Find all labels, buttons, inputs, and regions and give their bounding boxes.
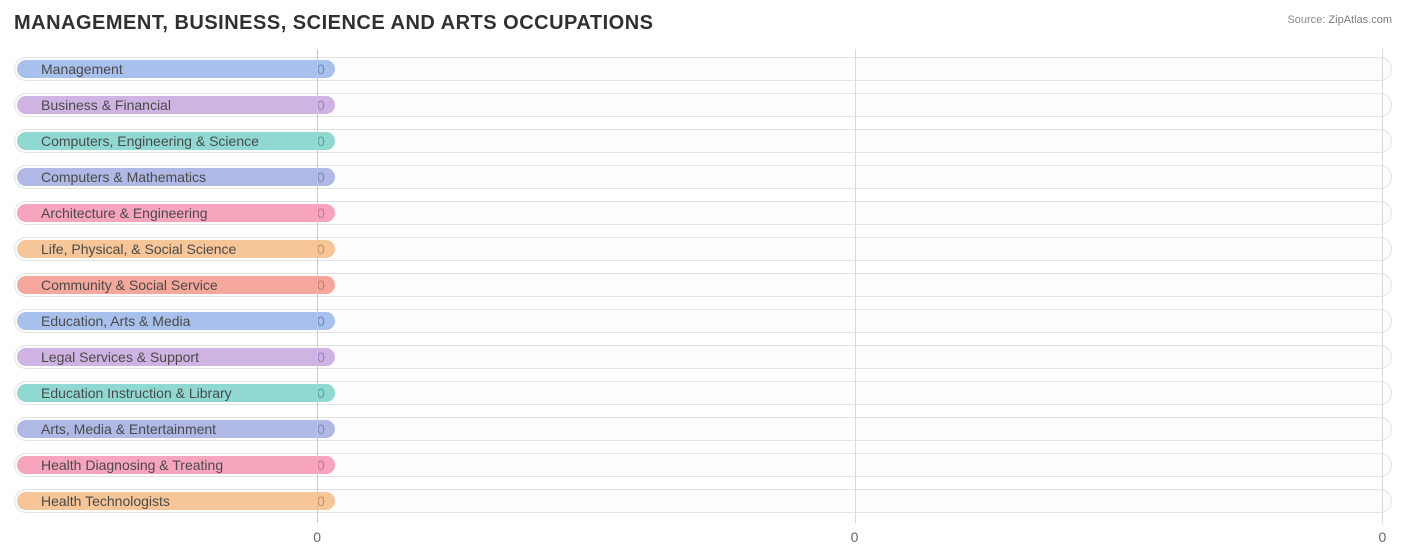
bar-row: Architecture & Engineering 0 — [14, 198, 1392, 228]
bar-value: 0 — [317, 313, 325, 329]
bar-label: Business & Financial — [41, 97, 171, 113]
bar-label: Legal Services & Support — [41, 349, 199, 365]
source-attribution: Source: ZipAtlas.com — [1287, 12, 1392, 26]
bar-label: Computers & Mathematics — [41, 169, 206, 185]
chart-title: MANAGEMENT, BUSINESS, SCIENCE AND ARTS O… — [14, 12, 653, 35]
gridline — [1382, 49, 1383, 523]
bar-value: 0 — [317, 493, 325, 509]
bar-pill: Health Diagnosing & Treating 0 — [17, 456, 335, 474]
bar-row: Business & Financial 0 — [14, 90, 1392, 120]
bar-row: Health Technologists 0 — [14, 486, 1392, 516]
bar-label: Arts, Media & Entertainment — [41, 421, 216, 437]
bar-pill: Education Instruction & Library 0 — [17, 384, 335, 402]
bar-label: Life, Physical, & Social Science — [41, 241, 236, 257]
bar-label: Education, Arts & Media — [41, 313, 190, 329]
x-tick: 0 — [313, 529, 321, 545]
bar-label: Computers, Engineering & Science — [41, 133, 259, 149]
bar-value: 0 — [317, 205, 325, 221]
bar-pill: Management 0 — [17, 60, 335, 78]
bar-label: Education Instruction & Library — [41, 385, 232, 401]
bar-value: 0 — [317, 457, 325, 473]
gridline — [317, 49, 318, 523]
bar-row: Community & Social Service 0 — [14, 270, 1392, 300]
bar-row: Health Diagnosing & Treating 0 — [14, 450, 1392, 480]
bar-pill: Arts, Media & Entertainment 0 — [17, 420, 335, 438]
gridline — [855, 49, 856, 523]
source-value: ZipAtlas.com — [1328, 14, 1392, 26]
bar-pill: Computers, Engineering & Science 0 — [17, 132, 335, 150]
bar-row: Education, Arts & Media 0 — [14, 306, 1392, 336]
chart-area: Management0Business & Financial0Computer… — [14, 49, 1392, 551]
bar-label: Health Diagnosing & Treating — [41, 457, 223, 473]
bar-row: Legal Services & Support 0 — [14, 342, 1392, 372]
x-tick: 0 — [1378, 529, 1386, 545]
bar-label: Management — [41, 61, 123, 77]
bar-value: 0 — [317, 61, 325, 77]
bar-label: Health Technologists — [41, 493, 170, 509]
header: MANAGEMENT, BUSINESS, SCIENCE AND ARTS O… — [14, 12, 1392, 35]
x-tick: 0 — [851, 529, 859, 545]
bar-stack: Management0Business & Financial0Computer… — [14, 49, 1392, 523]
bar-value: 0 — [317, 241, 325, 257]
bar-value: 0 — [317, 133, 325, 149]
bar-row: Computers & Mathematics 0 — [14, 162, 1392, 192]
bar-pill: Legal Services & Support 0 — [17, 348, 335, 366]
bar-pill: Education, Arts & Media 0 — [17, 312, 335, 330]
bar-row: Computers, Engineering & Science 0 — [14, 126, 1392, 156]
source-label: Source: — [1287, 14, 1325, 26]
bar-pill: Life, Physical, & Social Science 0 — [17, 240, 335, 258]
bar-pill: Computers & Mathematics 0 — [17, 168, 335, 186]
bar-row: Education Instruction & Library 0 — [14, 378, 1392, 408]
x-axis: 0 0 0 — [14, 523, 1392, 551]
bar-label: Architecture & Engineering — [41, 205, 208, 221]
bar-pill: Health Technologists 0 — [17, 492, 335, 510]
bar-pill: Community & Social Service 0 — [17, 276, 335, 294]
plot-region: Management0Business & Financial0Computer… — [14, 49, 1392, 523]
bar-value: 0 — [317, 421, 325, 437]
bar-value: 0 — [317, 97, 325, 113]
bar-value: 0 — [317, 349, 325, 365]
bar-pill: Business & Financial 0 — [17, 96, 335, 114]
bar-value: 0 — [317, 169, 325, 185]
bar-value: 0 — [317, 385, 325, 401]
bar-row: Life, Physical, & Social Science 0 — [14, 234, 1392, 264]
bar-row: Arts, Media & Entertainment 0 — [14, 414, 1392, 444]
bar-value: 0 — [317, 277, 325, 293]
bar-label: Community & Social Service — [41, 277, 218, 293]
bar-pill: Architecture & Engineering 0 — [17, 204, 335, 222]
bar-row: Management 0 — [14, 54, 1392, 84]
